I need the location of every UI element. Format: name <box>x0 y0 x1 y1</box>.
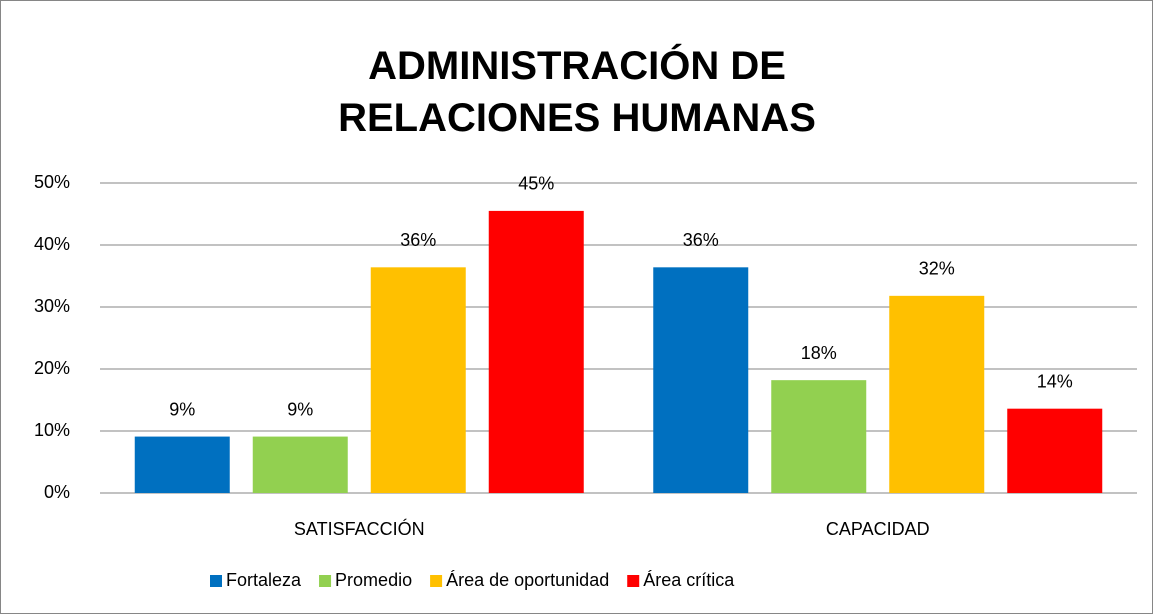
data-label: 9% <box>169 399 195 419</box>
legend-label: Promedio <box>335 570 412 590</box>
data-label: 45% <box>518 174 554 194</box>
data-label: 36% <box>400 230 436 250</box>
y-tick-label: 30% <box>34 296 70 316</box>
y-tick-label: 20% <box>34 358 70 378</box>
chart-title: ADMINISTRACIÓN DE RELACIONES HUMANAS <box>338 44 816 140</box>
bar <box>1007 408 1103 493</box>
legend-swatch <box>627 575 640 587</box>
data-label: 18% <box>801 343 837 363</box>
x-tick-label: CAPACIDAD <box>826 519 930 539</box>
y-tick-label: 0% <box>44 482 70 502</box>
data-label: 14% <box>1037 371 1073 391</box>
legend-swatch <box>319 575 332 587</box>
bar <box>889 295 985 493</box>
legend-label: Área de oportunidad <box>446 570 609 590</box>
y-tick-label: 10% <box>34 420 70 440</box>
data-label: 36% <box>683 230 719 250</box>
bar <box>134 436 230 493</box>
data-label: 9% <box>287 399 313 419</box>
bar <box>252 436 348 493</box>
legend-swatch <box>210 575 222 587</box>
data-label: 32% <box>919 259 955 279</box>
legend-swatch <box>430 575 443 587</box>
bar <box>370 267 466 493</box>
y-tick-label: 50% <box>34 172 70 192</box>
x-tick-label: SATISFACCIÓN <box>294 518 425 539</box>
legend-label: Área crítica <box>643 570 735 590</box>
bar <box>653 267 749 493</box>
bar <box>771 380 867 493</box>
y-tick-label: 40% <box>34 234 70 254</box>
bar <box>488 210 584 493</box>
legend-label: Fortaleza <box>226 570 302 590</box>
